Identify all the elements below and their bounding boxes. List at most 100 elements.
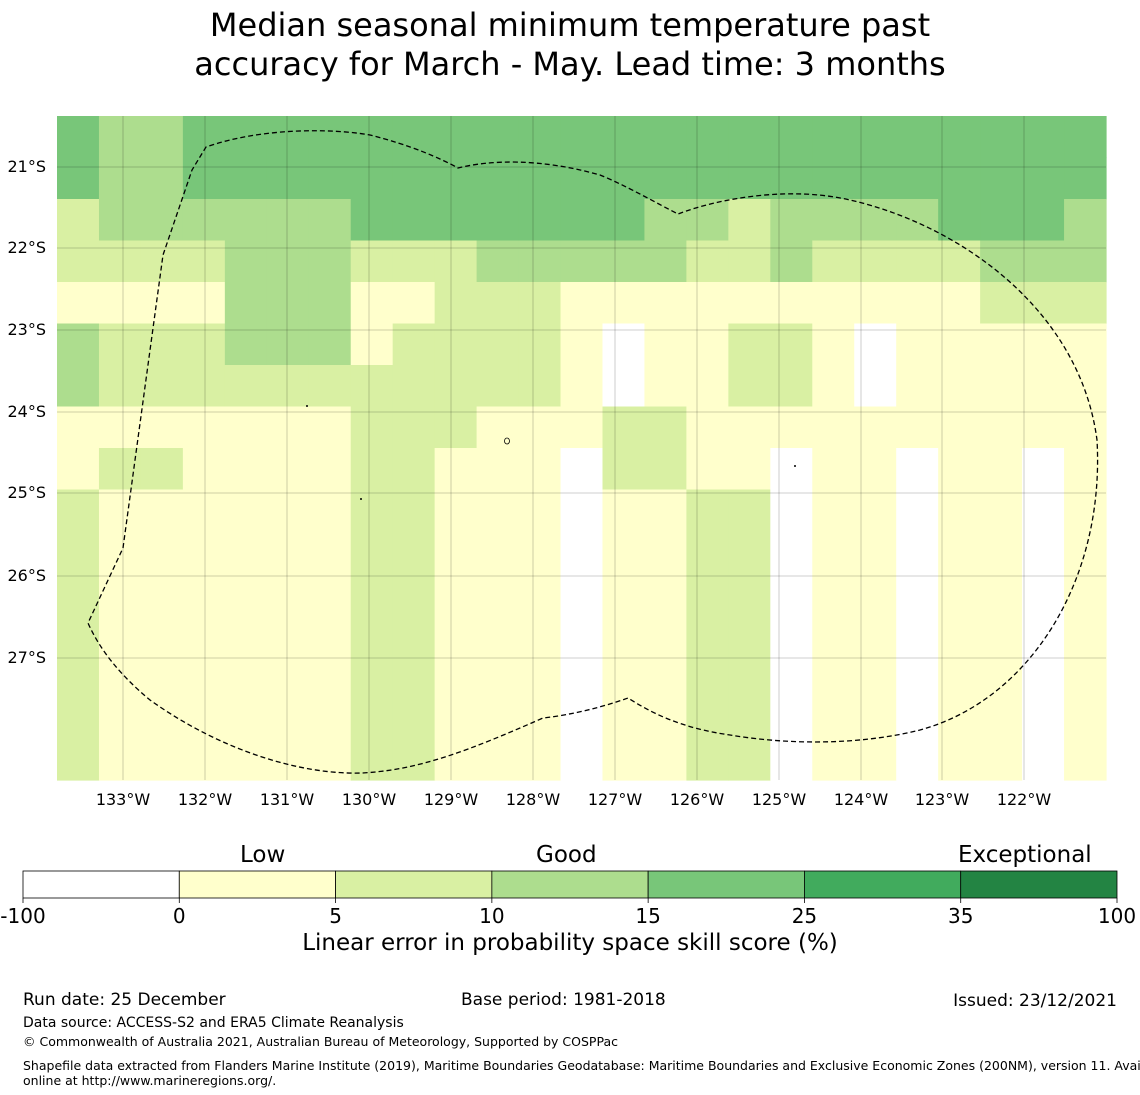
grid-cell: [602, 448, 646, 491]
grid-cell: [980, 614, 1023, 657]
grid-cell: [182, 240, 226, 283]
grid-cell: [854, 572, 897, 615]
shapefile-credit-line-1: Shapefile data extracted from Flanders M…: [23, 1058, 1140, 1073]
grid-cell: [98, 365, 142, 408]
grid-cell: [686, 157, 729, 200]
grid-cell: [224, 365, 268, 408]
longitude-label: 133°W: [96, 790, 151, 809]
grid-cell: [350, 697, 394, 740]
grid-cell: [266, 489, 310, 532]
grid-cell: [308, 282, 352, 325]
title-line-2: accuracy for March - May. Lead time: 3 m…: [194, 45, 946, 83]
grid-cell: [686, 448, 729, 491]
grid-cell: [812, 323, 855, 366]
grid-cell: [728, 489, 771, 532]
grid-cell: [518, 116, 562, 159]
colorbar-swatch: [491, 870, 649, 899]
grid-cell: [644, 406, 687, 449]
grid-cell: [560, 157, 604, 200]
grid-cell: [392, 323, 436, 366]
grid-cell: [476, 448, 520, 491]
colorbar-tick-label: 25: [792, 904, 817, 928]
grid-cell: [1022, 448, 1065, 491]
colorbar-tick-label: 0: [173, 904, 186, 928]
grid-cell: [350, 365, 394, 408]
grid-cell: [182, 199, 226, 242]
grid-cell: [602, 572, 646, 615]
grid-cell: [980, 489, 1023, 532]
grid-cell: [728, 531, 771, 574]
grid-cell: [1022, 199, 1065, 242]
grid-cell: [57, 531, 100, 574]
grid-cell: [392, 738, 436, 781]
grid-cell: [266, 365, 310, 408]
grid-cell: [224, 655, 268, 698]
grid-cell: [1022, 116, 1065, 159]
colorbar-category-exceptional: Exceptional: [958, 842, 1092, 868]
latitude-label: 27°S: [7, 648, 46, 667]
grid-cell: [266, 655, 310, 698]
grid-cell: [1064, 448, 1107, 491]
grid-cell: [644, 448, 687, 491]
grid-cell: [560, 448, 604, 491]
grid-cell: [266, 614, 310, 657]
grid-cell: [224, 323, 268, 366]
grid-cell: [602, 614, 646, 657]
grid-cell: [896, 489, 939, 532]
grid-cell: [308, 116, 352, 159]
grid-cell: [98, 116, 142, 159]
grid-cell: [434, 489, 478, 532]
data-source: Data source: ACCESS-S2 and ERA5 Climate …: [23, 1015, 404, 1031]
grid-cell: [602, 697, 646, 740]
grid-cell: [182, 157, 226, 200]
grid-cell: [1064, 572, 1107, 615]
grid-cell: [1064, 406, 1107, 449]
latitude-labels: 21°S 22°S 23°S 24°S 25°S 26°S 27°S: [7, 157, 46, 667]
grid-cell: [896, 614, 939, 657]
grid-cell: [308, 240, 352, 283]
grid-cell: [896, 199, 939, 242]
grid-cell: [266, 199, 310, 242]
grid-cell: [854, 697, 897, 740]
island-markers: [306, 405, 796, 500]
grid-cell: [350, 572, 394, 615]
grid-cell: [266, 448, 310, 491]
grid-cell: [308, 697, 352, 740]
grid-cell: [224, 282, 268, 325]
grid-cell: [812, 697, 855, 740]
grid-cell: [1064, 738, 1107, 781]
grid-cell: [812, 199, 855, 242]
grid-cell: [1022, 655, 1065, 698]
grid-cell: [1022, 365, 1065, 408]
grid-cell: [896, 282, 939, 325]
grid-cell: [896, 531, 939, 574]
grid-cell: [980, 240, 1023, 283]
grid-cell: [854, 531, 897, 574]
grid-cell: [476, 199, 520, 242]
grid-cell: [686, 531, 729, 574]
grid-cell: [896, 738, 939, 781]
grid-cell: [1022, 323, 1065, 366]
grid-cell: [476, 365, 520, 408]
grid-cell: [1064, 365, 1107, 408]
grid-cell: [518, 489, 562, 532]
grid-cell: [812, 489, 855, 532]
grid-cell: [98, 531, 142, 574]
map-panel: 21°S22°S23°S24°S25°S26°S27°S 133°W 132°W 1…: [7, 116, 1107, 809]
grid-cell: [938, 199, 981, 242]
grid-cell: [770, 738, 813, 781]
longitude-label: 127°W: [588, 790, 643, 809]
grid-cell: [938, 240, 981, 283]
grid-cell: [1022, 489, 1065, 532]
grid-cell: [140, 572, 184, 615]
grid-cell: [140, 157, 184, 200]
island-marker: [504, 437, 510, 445]
grid-cell: [560, 655, 604, 698]
grid-cell: [392, 572, 436, 615]
grid-cell: [1022, 531, 1065, 574]
longitude-label: 132°W: [178, 790, 233, 809]
grid-cell: [686, 282, 729, 325]
grid-cell: [812, 448, 855, 491]
grid-cell: [896, 655, 939, 698]
longitude-label: 131°W: [260, 790, 315, 809]
